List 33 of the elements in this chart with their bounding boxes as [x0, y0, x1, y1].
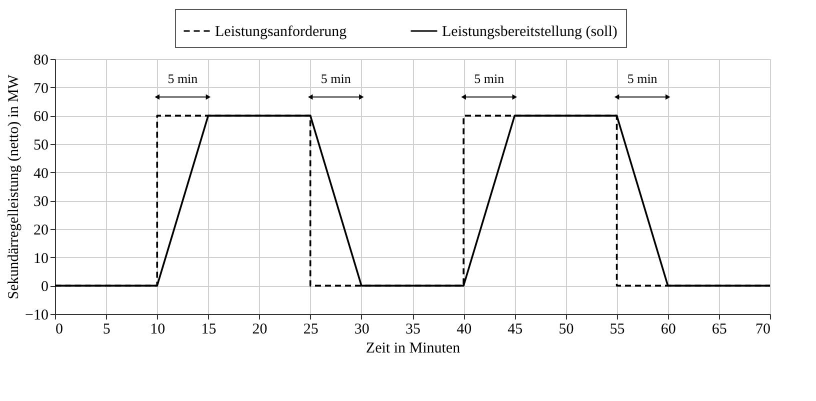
x-tick-label: 45: [508, 322, 523, 338]
annotation: 5 min: [320, 71, 352, 86]
y-tick-label: 70: [34, 80, 48, 97]
x-tick-label: 50: [558, 322, 574, 338]
y-tick-label: 40: [34, 166, 48, 182]
y-tick-label: 20: [34, 222, 48, 238]
x-axis-title: Zeit in Minuten: [366, 340, 461, 356]
x-tick-label: 70: [756, 322, 770, 338]
y-tick-label: −10: [25, 308, 48, 324]
y-tick-label: 0: [41, 279, 48, 296]
annotation: 5 min: [168, 71, 198, 86]
x-tick-label: 5: [102, 322, 110, 338]
annotation: 5 min: [474, 71, 505, 86]
x-tick-label: 10: [150, 322, 166, 338]
x-tick-label: 60: [660, 322, 676, 338]
x-tick-label: 40: [456, 322, 472, 338]
x-tick-label: 55: [610, 322, 625, 338]
x-tick-label: 0: [56, 322, 63, 338]
legend-label: Leistungsanforderung: [215, 24, 348, 40]
legend-label: Leistungsbereitstellung (soll): [442, 24, 618, 40]
y-tick-label: 30: [34, 194, 48, 210]
x-tick-label: 20: [252, 322, 268, 338]
y-tick-label: 60: [34, 109, 48, 126]
x-tick-label: 25: [303, 322, 318, 338]
x-tick-label: 65: [712, 322, 727, 338]
y-tick-label: 80: [34, 52, 48, 68]
y-tick-label: 50: [34, 138, 48, 154]
x-tick-label: 30: [354, 322, 370, 338]
x-tick-label: 35: [406, 322, 420, 338]
x-tick-label: 15: [201, 322, 216, 338]
y-tick-label: 10: [34, 250, 48, 267]
annotation: 5 min: [627, 71, 658, 86]
y-axis-title: Sekundärregelleistung (netto) in MW: [6, 74, 22, 300]
